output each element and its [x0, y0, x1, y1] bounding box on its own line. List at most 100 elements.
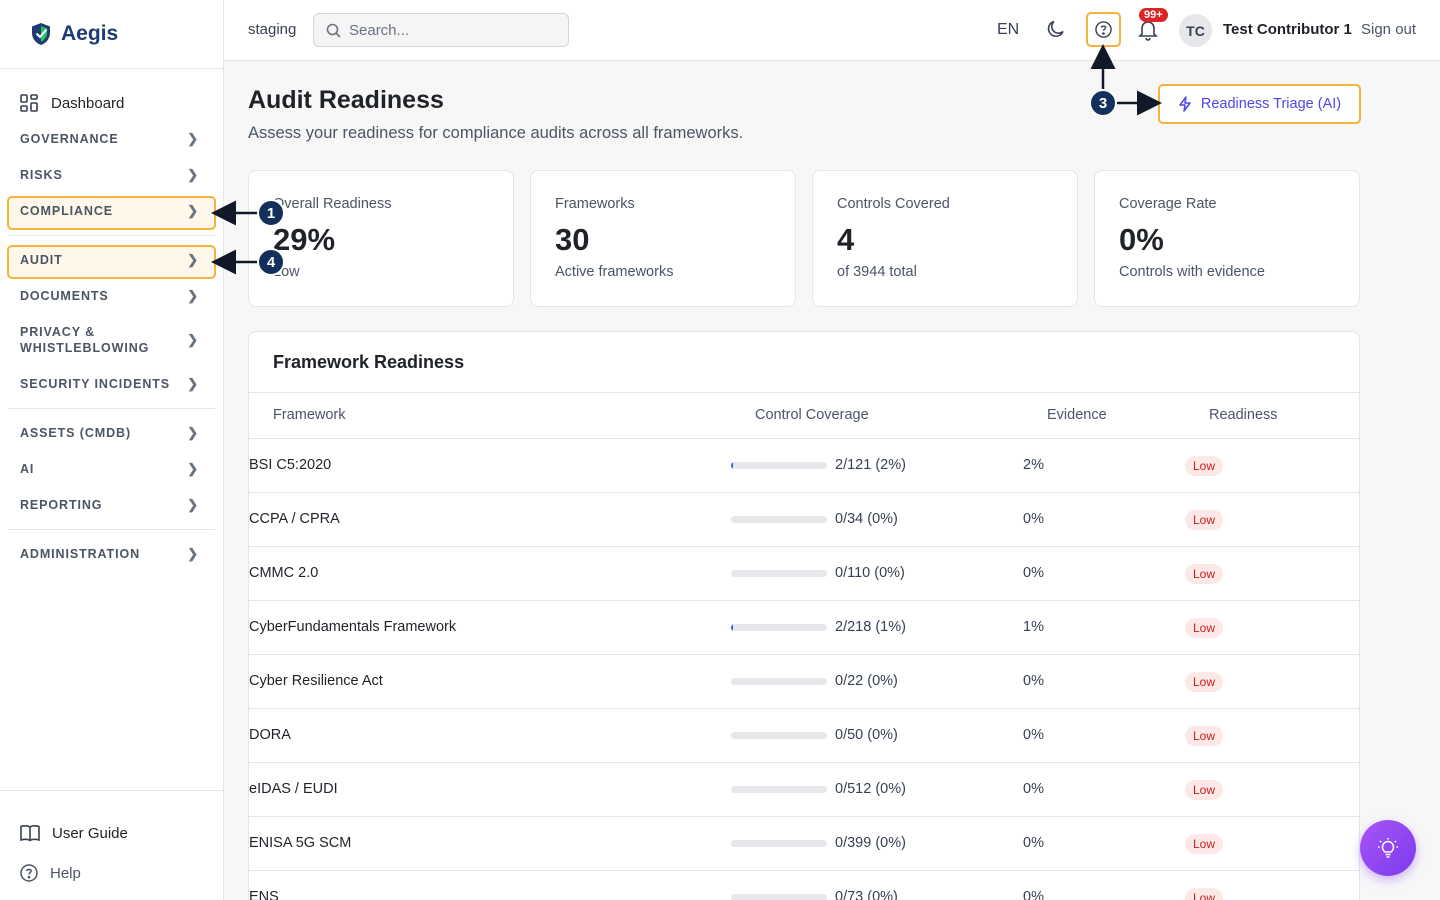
sidebar-item-compliance[interactable]: COMPLIANCE ❯: [0, 193, 223, 229]
table-row[interactable]: eIDAS / EUDI 0/512 (0%) 0% Low: [249, 763, 1359, 817]
coverage-value: 0/512 (0%): [835, 781, 906, 797]
framework-readiness-panel: Framework Readiness Framework Control Co…: [248, 331, 1360, 900]
search-box[interactable]: [313, 13, 569, 47]
panel-title: Framework Readiness: [249, 332, 1359, 393]
table-row[interactable]: BSI C5:2020 2/121 (2%) 2% Low: [249, 439, 1359, 493]
search-input[interactable]: [349, 21, 549, 39]
table-row[interactable]: ENISA 5G SCM 0/399 (0%) 0% Low: [249, 817, 1359, 871]
sidebar-item-label: DOCUMENTS: [20, 289, 109, 303]
framework-name[interactable]: CyberFundamentals Framework: [249, 619, 457, 635]
framework-name[interactable]: eIDAS / EUDI: [249, 781, 338, 797]
readiness-badge: Low: [1185, 456, 1224, 476]
help-button[interactable]: [1086, 12, 1121, 47]
framework-name[interactable]: ENISA 5G SCM: [249, 835, 352, 851]
evidence-value: 2%: [1023, 457, 1044, 473]
sidebar-item-documents[interactable]: DOCUMENTS ❯: [0, 278, 223, 314]
readiness-badge: Low: [1185, 780, 1224, 800]
chevron-right-icon: ❯: [187, 252, 199, 267]
framework-name[interactable]: DORA: [249, 727, 291, 743]
framework-name[interactable]: BSI C5:2020: [249, 457, 332, 473]
coverage-progress-fill: [731, 624, 733, 631]
brand[interactable]: Aegis: [0, 0, 223, 69]
sidebar-item-assets[interactable]: ASSETS (CMDB) ❯: [0, 415, 223, 451]
user-name[interactable]: Test Contributor 1: [1223, 21, 1352, 38]
annotation-marker: 4: [257, 248, 285, 276]
sidebar-item-risks[interactable]: RISKS ❯: [0, 157, 223, 193]
table-header: Framework Control Coverage Evidence Read…: [249, 393, 1359, 439]
moon-icon[interactable]: [1046, 19, 1066, 39]
column-header-framework[interactable]: Framework: [273, 407, 346, 423]
coverage-progress-bar: [731, 732, 827, 739]
page-title: Audit Readiness: [248, 86, 444, 114]
sidebar-item-label: AI: [20, 462, 35, 476]
sidebar-item-governance[interactable]: GOVERNANCE ❯: [0, 121, 223, 157]
stat-label: Overall Readiness: [273, 196, 392, 212]
column-header-readiness[interactable]: Readiness: [1209, 407, 1278, 423]
readiness-triage-button[interactable]: Readiness Triage (AI): [1158, 84, 1361, 124]
bell-icon[interactable]: [1138, 19, 1158, 41]
lightning-icon: [1179, 96, 1191, 112]
table-row[interactable]: DORA 0/50 (0%) 0% Low: [249, 709, 1359, 763]
framework-name[interactable]: Cyber Resilience Act: [249, 673, 383, 689]
sidebar-item-dashboard[interactable]: Dashboard: [0, 87, 223, 119]
chevron-right-icon: ❯: [187, 288, 199, 303]
table-row[interactable]: ENS 0/73 (0%) 0% Low: [249, 871, 1359, 900]
table-row[interactable]: CCPA / CPRA 0/34 (0%) 0% Low: [249, 493, 1359, 547]
ai-assistant-button[interactable]: [1360, 820, 1416, 876]
aegis-shield-icon: [32, 23, 50, 45]
chevron-right-icon: ❯: [187, 376, 199, 391]
stat-value: 30: [555, 222, 590, 257]
avatar[interactable]: TC: [1179, 14, 1212, 47]
framework-name[interactable]: ENS: [249, 889, 279, 900]
column-header-evidence[interactable]: Evidence: [1047, 407, 1107, 423]
language-switcher[interactable]: EN: [997, 21, 1020, 38]
framework-name[interactable]: CMMC 2.0: [249, 565, 319, 581]
chevron-right-icon: ❯: [187, 461, 199, 476]
chevron-right-icon: ❯: [187, 203, 199, 218]
column-header-control-coverage[interactable]: Control Coverage: [755, 407, 869, 423]
sidebar-item-label: ADMINISTRATION: [20, 547, 140, 561]
help-link[interactable]: Help: [0, 853, 223, 893]
coverage-value: 2/218 (1%): [835, 619, 906, 635]
coverage-progress-bar: [731, 840, 827, 847]
framework-name[interactable]: CCPA / CPRA: [249, 511, 340, 527]
stat-label: Frameworks: [555, 196, 635, 212]
table-row[interactable]: CyberFundamentals Framework 2/218 (1%) 1% L…: [249, 601, 1359, 655]
topbar: staging EN 99+ TC Test Contributor 1 Sig…: [224, 0, 1440, 61]
chevron-right-icon: ❯: [187, 332, 199, 347]
sidebar-item-administration[interactable]: ADMINISTRATION ❯: [0, 536, 223, 572]
coverage-value: 0/73 (0%): [835, 889, 898, 900]
coverage-progress-bar: [731, 678, 827, 685]
sidebar-item-reporting[interactable]: REPORTING ❯: [0, 487, 223, 523]
sidebar-item-label: Dashboard: [51, 94, 125, 112]
divider: [8, 235, 215, 236]
evidence-value: 0%: [1023, 835, 1044, 851]
table-row[interactable]: CMMC 2.0 0/110 (0%) 0% Low: [249, 547, 1359, 601]
triage-button-label: Readiness Triage (AI): [1200, 96, 1342, 112]
user-guide-link[interactable]: User Guide: [0, 813, 223, 853]
stat-card-frameworks: Frameworks 30 Active frameworks: [530, 170, 796, 307]
stat-label: Controls Covered: [837, 196, 950, 212]
sidebar-item-audit[interactable]: AUDIT ❯: [0, 242, 223, 278]
divider: [8, 408, 215, 409]
table-row[interactable]: Cyber Resilience Act 0/22 (0%) 0% Low: [249, 655, 1359, 709]
sidebar-item-security-incidents[interactable]: SECURITY INCIDENTS ❯: [0, 366, 223, 402]
coverage-progress-bar: [731, 786, 827, 793]
chevron-right-icon: ❯: [187, 167, 199, 182]
sidebar-item-label: REPORTING: [20, 498, 103, 512]
sidebar-item-privacy[interactable]: PRIVACY & WHISTLEBLOWING ❯: [0, 314, 223, 366]
sidebar-item-ai[interactable]: AI ❯: [0, 451, 223, 487]
sidebar-item-label: COMPLIANCE: [20, 204, 114, 218]
lightbulb-icon: [1378, 838, 1398, 858]
dashboard-grid-icon: [20, 94, 38, 112]
help-label: Help: [50, 864, 81, 882]
coverage-progress-bar: [731, 570, 827, 577]
readiness-badge: Low: [1185, 834, 1224, 854]
readiness-badge: Low: [1185, 618, 1224, 638]
page-subtitle: Assess your readiness for compliance aud…: [248, 124, 744, 142]
user-guide-label: User Guide: [52, 824, 128, 842]
sign-out-link[interactable]: Sign out: [1361, 21, 1417, 38]
evidence-value: 0%: [1023, 781, 1044, 797]
stat-value: 4: [837, 222, 855, 257]
chevron-right-icon: ❯: [187, 131, 199, 146]
